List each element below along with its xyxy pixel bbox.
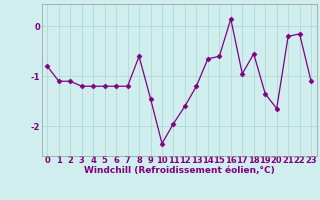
- X-axis label: Windchill (Refroidissement éolien,°C): Windchill (Refroidissement éolien,°C): [84, 166, 275, 175]
